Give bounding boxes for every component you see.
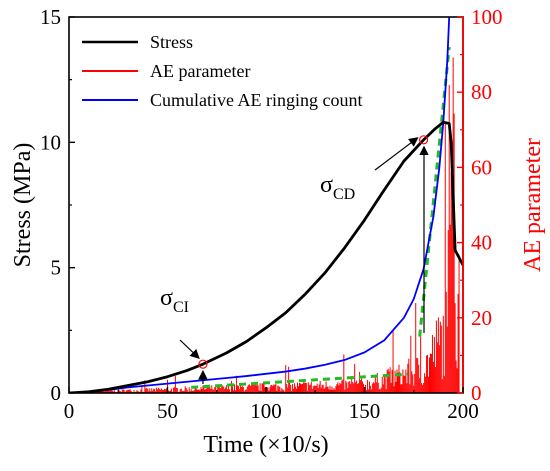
- y-right-tick-label: 0: [471, 381, 482, 405]
- legend-label-cumulative: Cumulative AE ringing count: [150, 90, 362, 110]
- x-tick-label: 150: [349, 399, 381, 423]
- y-right-tick-label: 40: [471, 231, 492, 255]
- x-tick-label: 50: [157, 399, 178, 423]
- x-tick-label: 200: [447, 399, 479, 423]
- stress-series: [69, 120, 463, 393]
- sigma-ci-label: σCI: [160, 285, 189, 316]
- x-tick-label: 0: [64, 399, 75, 423]
- point-marker: [419, 135, 429, 145]
- y-left-tick-label: 15: [40, 5, 61, 29]
- y-right-tick-label: 60: [471, 155, 492, 179]
- y-left-tick-label: 5: [51, 256, 62, 280]
- stress-line: [69, 120, 463, 393]
- y-right-axis-ticks: 0 20 40 60 80 100: [457, 5, 503, 405]
- annotation-arrow-cd: [374, 137, 419, 171]
- x-axis-ticks: 0 50 100 150 200: [64, 387, 479, 423]
- sigma-cd-label: σCD: [320, 172, 355, 203]
- plot-frame: [68, 16, 464, 394]
- y-right-tick-label: 20: [471, 306, 492, 330]
- point-marker: [198, 359, 208, 369]
- legend-label-ae: AE parameter: [150, 61, 250, 81]
- fit-line: [191, 372, 408, 389]
- cumulative-ae-series: [69, 17, 451, 393]
- y-left-tick-label: 10: [40, 130, 61, 154]
- x-tick-label: 100: [250, 399, 282, 423]
- annotations: σCI σCD: [160, 135, 429, 384]
- legend: Stress AE parameter Cumulative AE ringin…: [82, 32, 362, 110]
- cumulative-ae-line: [69, 17, 451, 393]
- y-left-axis-ticks: 0 5 10 15: [40, 5, 75, 405]
- x-axis-label: Time (×10/s): [203, 432, 328, 458]
- y-right-tick-label: 100: [471, 5, 503, 29]
- legend-label-stress: Stress: [150, 32, 193, 52]
- y-right-tick-label: 80: [471, 80, 492, 104]
- y-left-tick-label: 0: [51, 381, 62, 405]
- y-left-axis-label: Stress (MPa): [10, 143, 36, 268]
- y-right-axis-label: AE parameter: [520, 138, 546, 272]
- annotation-arrow-ci: [179, 339, 200, 360]
